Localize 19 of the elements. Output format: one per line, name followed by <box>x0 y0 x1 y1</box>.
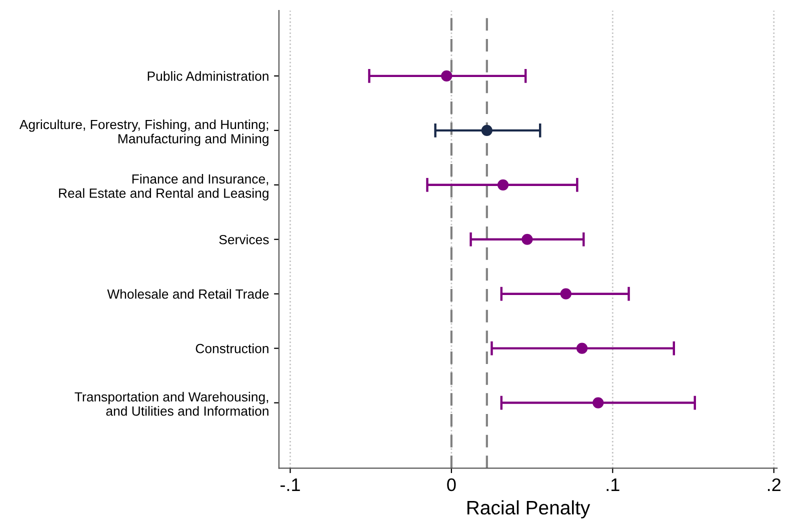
point <box>592 397 604 408</box>
y-tick-label: Transportation and Warehousing, and Utilities and Information <box>74 392 268 416</box>
x-tick-label: 0 <box>447 478 456 492</box>
x-axis-title: Racial Penalty <box>467 500 590 518</box>
point <box>522 234 533 245</box>
point <box>497 179 509 190</box>
point <box>560 288 572 300</box>
x-tick-label: .1 <box>606 478 620 491</box>
y-tick-label: Agriculture, Forestry, Fishing, and Hunting; Manufacturing and Mining <box>19 119 268 146</box>
point <box>481 124 492 136</box>
y-tick-label: Public Administration <box>148 71 268 81</box>
y-tick-label: Finance and Insurance, Real Estate and Rental and Leasing <box>59 174 268 200</box>
y-tick-label: Wholesale and Retail Trade <box>107 289 269 299</box>
x-tick-label: -.1 <box>280 478 300 491</box>
point <box>441 70 452 82</box>
y-tick-label: Services <box>219 234 269 244</box>
point <box>576 342 588 354</box>
x-tick-label: .2 <box>768 478 780 491</box>
y-tick-label: Construction <box>196 344 268 354</box>
